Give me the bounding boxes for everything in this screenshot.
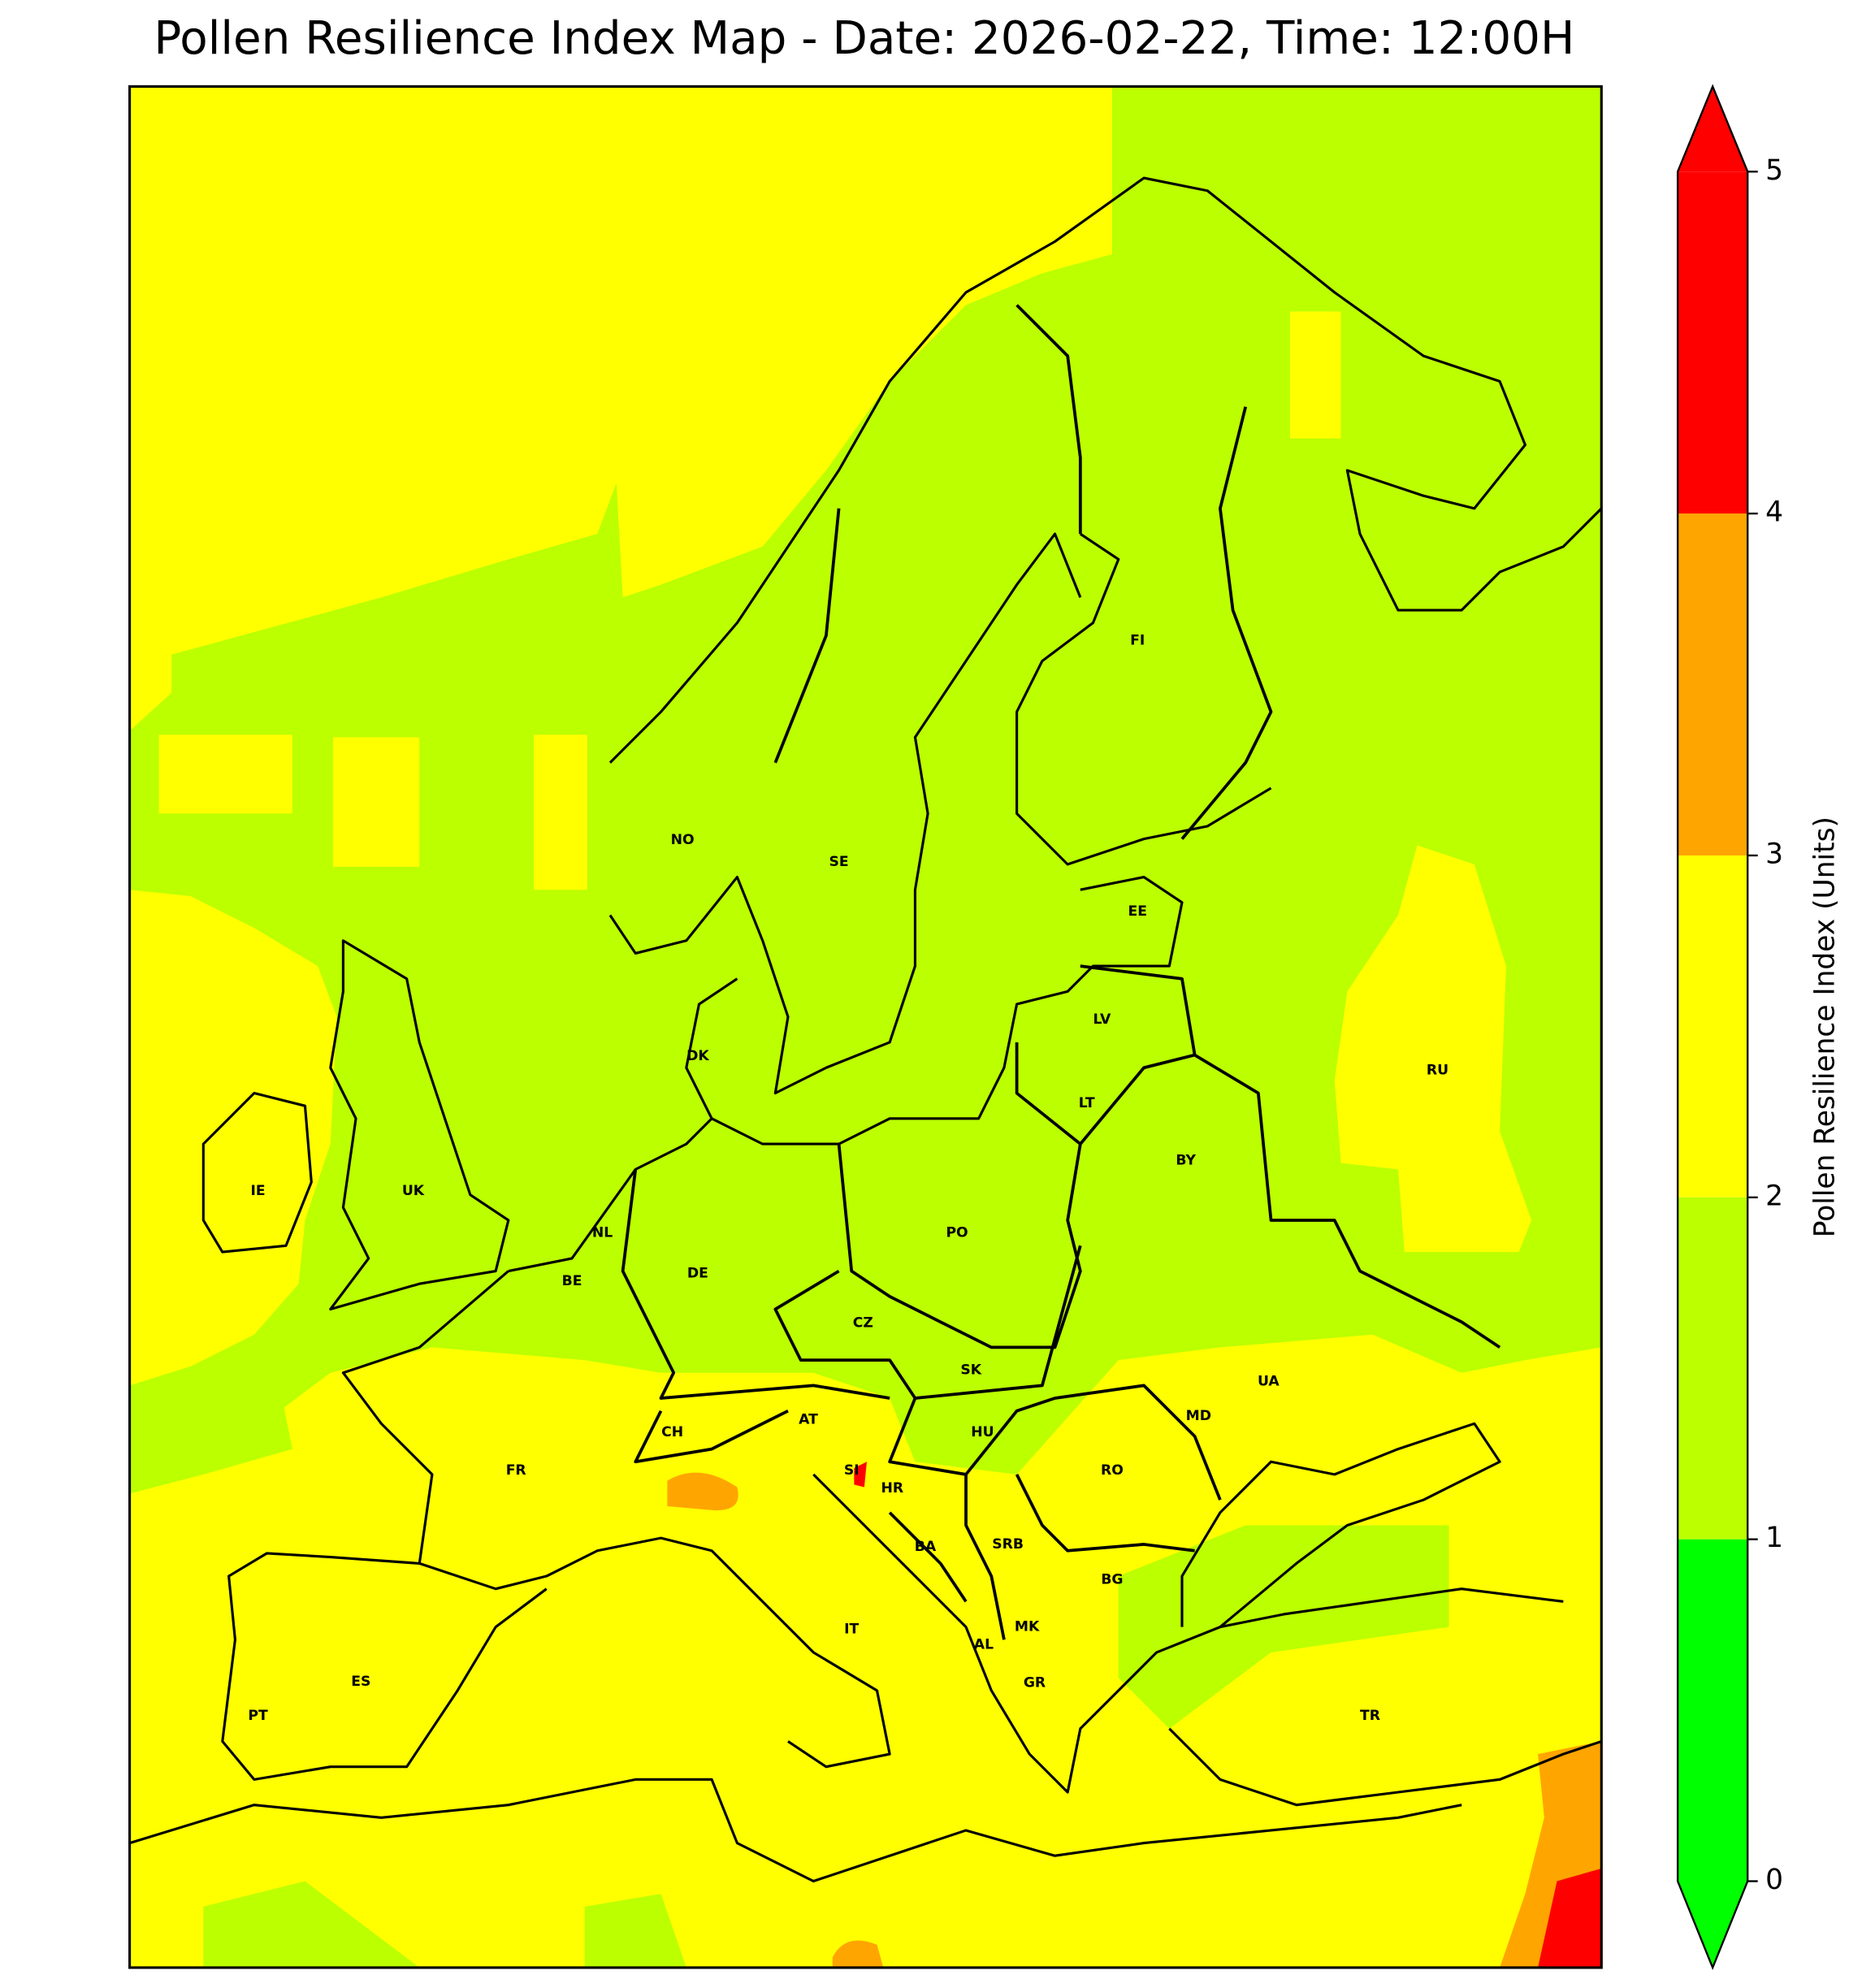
country-label: LT — [1079, 1095, 1095, 1111]
colorbar-segment — [1678, 1539, 1748, 1882]
country-label: SI — [844, 1462, 860, 1479]
country-label: UK — [402, 1183, 425, 1199]
coastline-finland — [1015, 532, 1272, 866]
country-label: RU — [1427, 1062, 1448, 1078]
colorbar-segment — [1678, 171, 1748, 514]
coastline-scandinavia — [608, 176, 1602, 764]
country-label: TR — [1360, 1708, 1380, 1724]
colorbar: 0 1 2 3 4 5 — [1676, 84, 1783, 1971]
country-label: BE — [562, 1273, 582, 1289]
coastline-baltic — [685, 876, 1184, 1146]
country-label: IE — [251, 1183, 266, 1199]
country-label: EE — [1128, 903, 1146, 920]
coastline-britain — [329, 939, 510, 1311]
country-label: GR — [1024, 1674, 1046, 1691]
country-label: DK — [686, 1048, 709, 1064]
country-label: SE — [829, 854, 849, 870]
colorbar-label: Pollen Resilience Index (Units) — [1809, 816, 1842, 1237]
field-blob1 — [158, 734, 292, 814]
country-label: FR — [506, 1462, 526, 1479]
country-label: HR — [881, 1480, 903, 1496]
country-label: MK — [1015, 1619, 1040, 1635]
colorbar-segment — [1678, 855, 1748, 1198]
country-label: AL — [974, 1637, 994, 1653]
field-russia — [1334, 845, 1532, 1253]
country-label: UA — [1258, 1374, 1280, 1390]
country-label: RO — [1101, 1462, 1124, 1479]
colorbar-extend-over — [1678, 86, 1748, 172]
field-south-green — [129, 1385, 1449, 1968]
country-label: BA — [915, 1539, 937, 1555]
country-label: NL — [592, 1225, 613, 1241]
colorbar-tick-label: 3 — [1765, 838, 1783, 870]
coastline-balkans — [812, 1473, 1564, 1794]
colorbar-tick-label: 1 — [1765, 1522, 1783, 1554]
colorbar-tick-label: 5 — [1765, 154, 1783, 187]
country-label: DE — [687, 1266, 708, 1282]
country-label: PO — [946, 1225, 968, 1241]
country-label: PT — [248, 1708, 268, 1724]
country-labels: NO SE FI EE LV LT BY RU DK IE UK NL BE DE PO CZ SK UA AT CH… — [248, 633, 1448, 1725]
map-title: Pollen Resilience Index Map - Date: 2026… — [154, 12, 1574, 65]
country-label: MD — [1186, 1408, 1211, 1424]
field-orange-it — [832, 1940, 884, 1968]
colorbar-segment — [1678, 513, 1748, 855]
border-lines — [621, 304, 1501, 1640]
field-blob4 — [1289, 311, 1341, 439]
coastline-africa — [129, 1778, 1462, 1883]
country-label: ES — [351, 1674, 370, 1690]
colorbar-tick-label: 2 — [1765, 1180, 1783, 1212]
coastline-blacksea — [1180, 1422, 1501, 1628]
country-label: CZ — [853, 1315, 873, 1332]
coastline-iberia — [221, 1552, 548, 1781]
field-red-si — [854, 1462, 867, 1488]
coastline-ireland — [201, 1091, 313, 1254]
field-south — [129, 1334, 1602, 1968]
coastline-turkey — [1168, 1727, 1602, 1807]
map-frame — [128, 84, 1603, 1969]
colorbar-segment — [1678, 1197, 1748, 1540]
map-field — [128, 84, 1603, 1969]
country-label: SK — [960, 1362, 981, 1379]
field-blob3 — [534, 734, 587, 890]
country-label: NO — [671, 832, 695, 848]
field-blob2 — [332, 737, 420, 868]
country-label: CH — [661, 1424, 683, 1440]
colorbar-extend-under — [1678, 1881, 1748, 1968]
country-label: LV — [1093, 1011, 1111, 1028]
field-north-sea — [129, 86, 1112, 731]
country-label: IT — [844, 1622, 859, 1638]
country-label: SRB — [992, 1536, 1024, 1553]
country-label: HU — [971, 1424, 994, 1440]
country-label: FI — [1130, 633, 1145, 649]
colorbar-tick-label: 0 — [1765, 1864, 1783, 1896]
colorbar-tick-label: 4 — [1765, 496, 1783, 529]
country-label: BY — [1176, 1152, 1196, 1168]
field-red-se — [1538, 1868, 1602, 1968]
country-label: BG — [1101, 1572, 1123, 1588]
country-label: AT — [799, 1412, 818, 1428]
field-orange-alps — [667, 1472, 738, 1510]
field-atlantic — [129, 890, 337, 1386]
coastline-sweden — [608, 532, 1082, 1095]
